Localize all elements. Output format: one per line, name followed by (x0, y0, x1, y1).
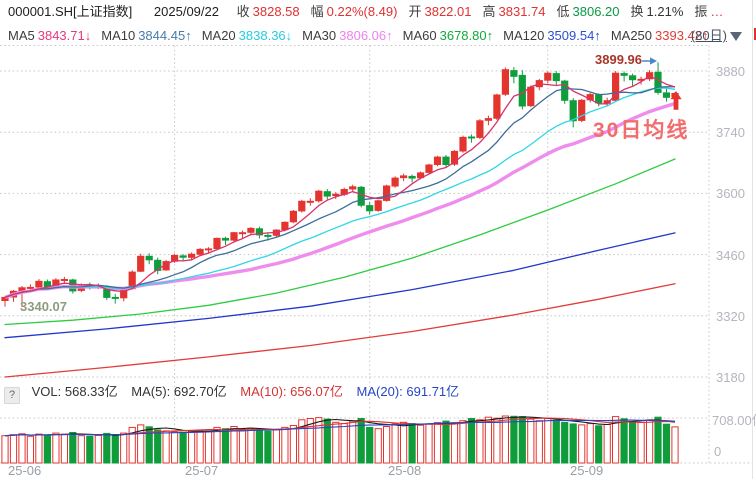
symbol-title: 000001.SH[上证指数] (8, 4, 133, 19)
x-axis-label-jul: 25-07 (185, 463, 219, 478)
ma120-line (4, 232, 676, 339)
price-tick-label: 3600 (716, 186, 745, 202)
ma250-line (4, 283, 676, 378)
price-tick-label: 3880 (716, 64, 745, 79)
ma10-line (4, 86, 676, 299)
quote-field: 换 1.21% (630, 4, 684, 19)
quote-field: 幅 0.22%(8.49) (310, 4, 398, 19)
chevron-down-icon (730, 32, 742, 41)
price-tick-label: 3320 (716, 308, 745, 324)
ma30-annotation: 30日均线 (593, 119, 690, 142)
ma-legend-item: MA30 3806.06↑ (302, 28, 393, 43)
help-button[interactable]: ? (4, 387, 20, 404)
quote-header: 000001.SH[上证指数] 2025/09/22 收 3828.58 幅 0.22… (8, 3, 750, 21)
ma-legend-item: MA120 3509.54↑ (503, 28, 601, 43)
volume-axis-ref-label: 708.00亿 (712, 413, 756, 428)
ma-legend: MA5 3843.71↓ MA10 3844.45↑ MA20 3838.36↓ MA30 3… (8, 27, 750, 45)
volume-value: VOL: 568.33亿 (31, 384, 118, 399)
ma5-line (4, 75, 676, 299)
ma-legend-item: MA10 3844.45↑ (101, 28, 192, 43)
ma60-line (4, 158, 676, 326)
price-tick-label: 3180 (716, 369, 745, 385)
volume-ma-lines (4, 416, 676, 437)
volume-ma5: MA(5): 692.70亿 (131, 384, 227, 399)
high-annotation-arrowhead (650, 57, 658, 65)
price-tick-label: 3460 (716, 247, 745, 263)
ma-legend-item: MA20 3838.36↓ (201, 28, 293, 43)
x-axis-label-aug: 25-08 (388, 463, 422, 478)
panel-divider (752, 0, 753, 479)
volume-ma10: MA(10): 656.07亿 (240, 384, 343, 399)
quote-field: 低 3806.20 (556, 4, 620, 19)
quote-field: 高 3831.74 (482, 4, 546, 19)
ma-legend-items: MA5 3843.71↓ MA10 3844.45↑ MA20 3838.36↓ MA30 3… (8, 28, 719, 43)
adjacent-panel-fragment (754, 28, 756, 40)
quote-field: 振… (694, 4, 724, 19)
price-tick-label: 3740 (716, 125, 745, 141)
volume-bars (1, 415, 679, 464)
ma-legend-item: MA5 3843.71↓ (8, 28, 92, 43)
x-axis-label-sep: 25-09 (570, 463, 604, 478)
candlestick-series (1, 62, 679, 308)
volume-axis-zero-label: 0 (714, 444, 722, 459)
volume-header: ? VOL: 568.33亿 MA(5): 692.70亿 MA(10): 65… (4, 384, 724, 404)
quote-field: 收 3828.58 (236, 4, 300, 19)
ma-legend-item: MA60 3678.80↑ (402, 28, 494, 43)
x-axis-label-jun: 25-06 (8, 463, 42, 478)
quote-field: 开 3822.01 (408, 4, 472, 19)
period-label: (80日) (690, 28, 727, 43)
latest-price-up-arrow-marker (670, 91, 682, 110)
ma20-line (4, 87, 676, 299)
quote-date: 2025/09/22 (153, 4, 219, 19)
volume-ma20-line (4, 419, 676, 437)
grid-lines (0, 45, 752, 464)
period-selector[interactable]: (80日) (691, 27, 742, 45)
quote-fields: 收 3828.58 幅 0.22%(8.49) 开 3822.01 高 3831.74 低 380… (237, 4, 735, 19)
ma-legend-item: MA250 3393.42↑ (610, 28, 709, 43)
high-price-annotation: 3899.96 (595, 52, 642, 67)
volume-ma20: MA(20): 691.71亿 (356, 384, 460, 399)
low-price-annotation: 3340.07 (20, 299, 67, 314)
